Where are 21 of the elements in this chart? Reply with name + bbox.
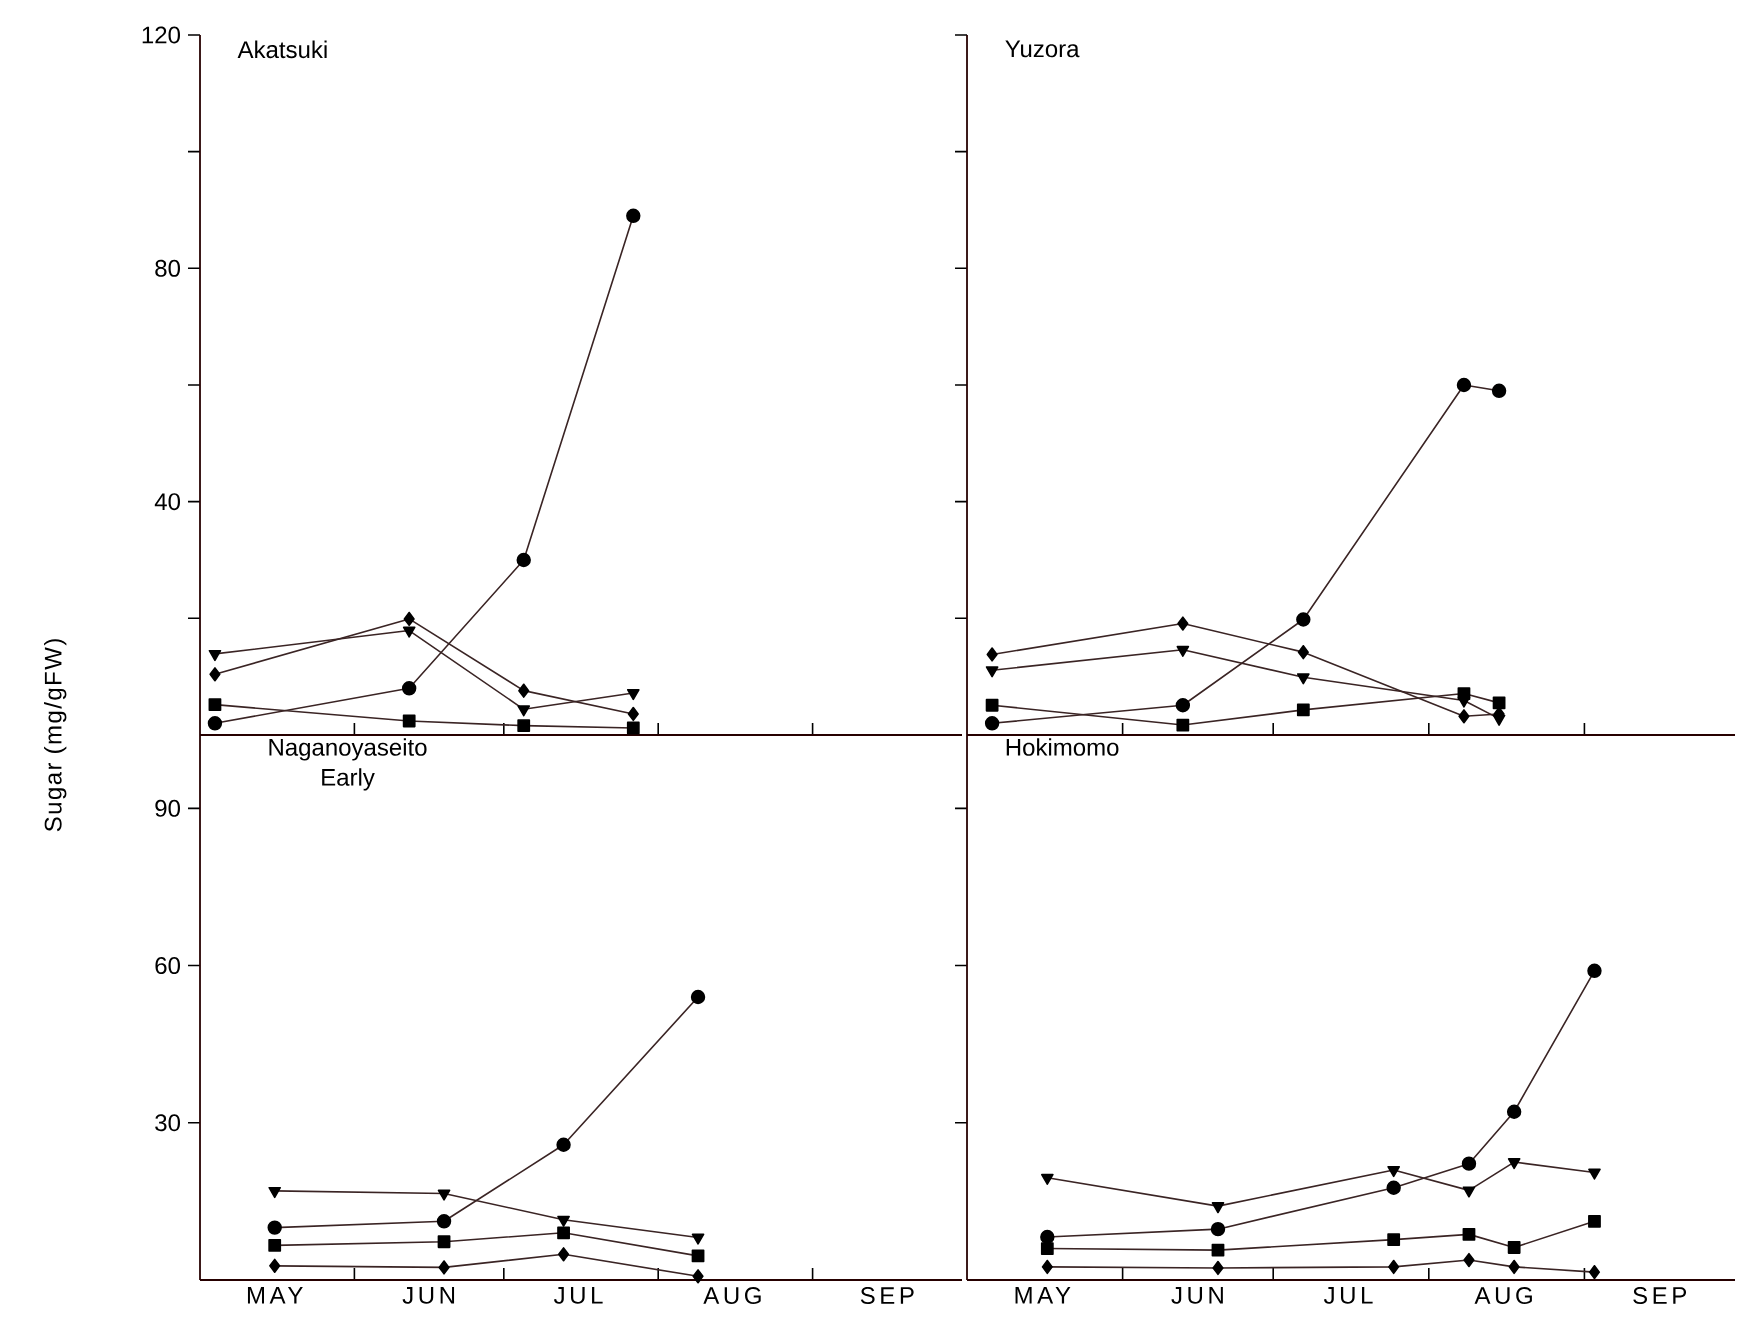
text: Naganoyaseito Early [269,738,427,791]
chart-title: Hokimomo [1006,738,1119,756]
x-tick-label: JUN [1171,1287,1223,1304]
y-tick-label: 40 [154,493,180,511]
x-tick-label: SEP [860,1287,914,1305]
x-tick-label: AUG [703,1287,761,1305]
x-tick-label: SEP [1633,1287,1687,1305]
y-tick-label: 30 [155,1114,180,1132]
chart-title: Akatsuki [237,40,327,59]
y-tick-label: 60 [155,957,180,975]
x-tick-label: MAY [1015,1287,1071,1304]
x-tick-label: JUL [1323,1287,1373,1304]
y-tick-label: 80 [155,259,180,277]
y-tick-label: 90 [155,799,180,817]
x-tick-label: JUN [402,1287,455,1304]
y-axis-title: Sugar (mg/gFW) [44,639,67,832]
y-tick-label: 120 [142,26,180,44]
x-tick-label: JUL [553,1287,603,1304]
x-tick-label: AUG [1474,1287,1532,1305]
x-tick-label: MAY [247,1287,303,1304]
chart-title: Yuzora [1005,40,1080,58]
